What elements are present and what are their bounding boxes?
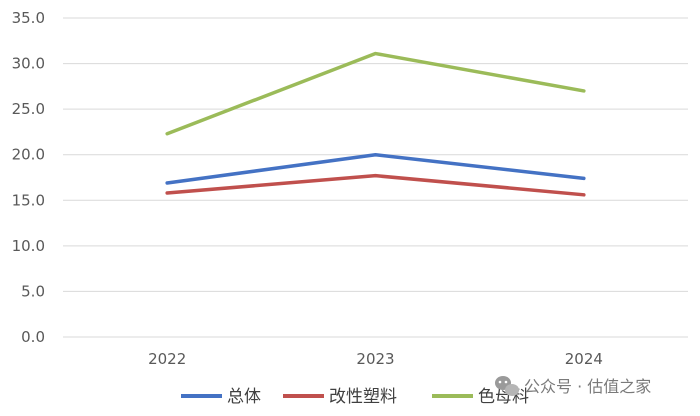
y-tick-label: 30.0 [12, 55, 45, 73]
y-tick-label: 15.0 [12, 191, 45, 209]
x-axis-ticks: 2022 2023 2024 [148, 350, 603, 368]
watermark-text: 公众号 · 估值之家 [524, 377, 651, 396]
y-tick-label: 5.0 [21, 282, 45, 300]
x-tick-label: 2023 [356, 350, 394, 368]
legend-label: 改性塑料 [329, 387, 397, 407]
gridlines [63, 17, 688, 338]
legend: 总体 改性塑料 色母料 [181, 387, 529, 407]
x-tick-label: 2024 [565, 350, 603, 368]
y-tick-label: 0.0 [21, 328, 45, 346]
y-tick-label: 25.0 [12, 100, 45, 118]
x-tick-label: 2022 [148, 350, 186, 368]
watermark: 公众号 · 估值之家 [495, 376, 651, 396]
y-tick-label: 20.0 [12, 146, 45, 164]
y-tick-label: 35.0 [12, 9, 45, 27]
series-lines [165, 51, 586, 197]
y-axis-ticks: 0.0 5.0 10.0 15.0 20.0 25.0 30.0 35.0 [12, 9, 45, 346]
series-line [165, 51, 586, 136]
y-tick-label: 10.0 [12, 237, 45, 255]
series-line [165, 152, 586, 185]
legend-label: 色母料 [478, 387, 529, 407]
wechat-icon [495, 376, 519, 396]
legend-label: 总体 [227, 387, 261, 407]
series-line [165, 173, 586, 197]
